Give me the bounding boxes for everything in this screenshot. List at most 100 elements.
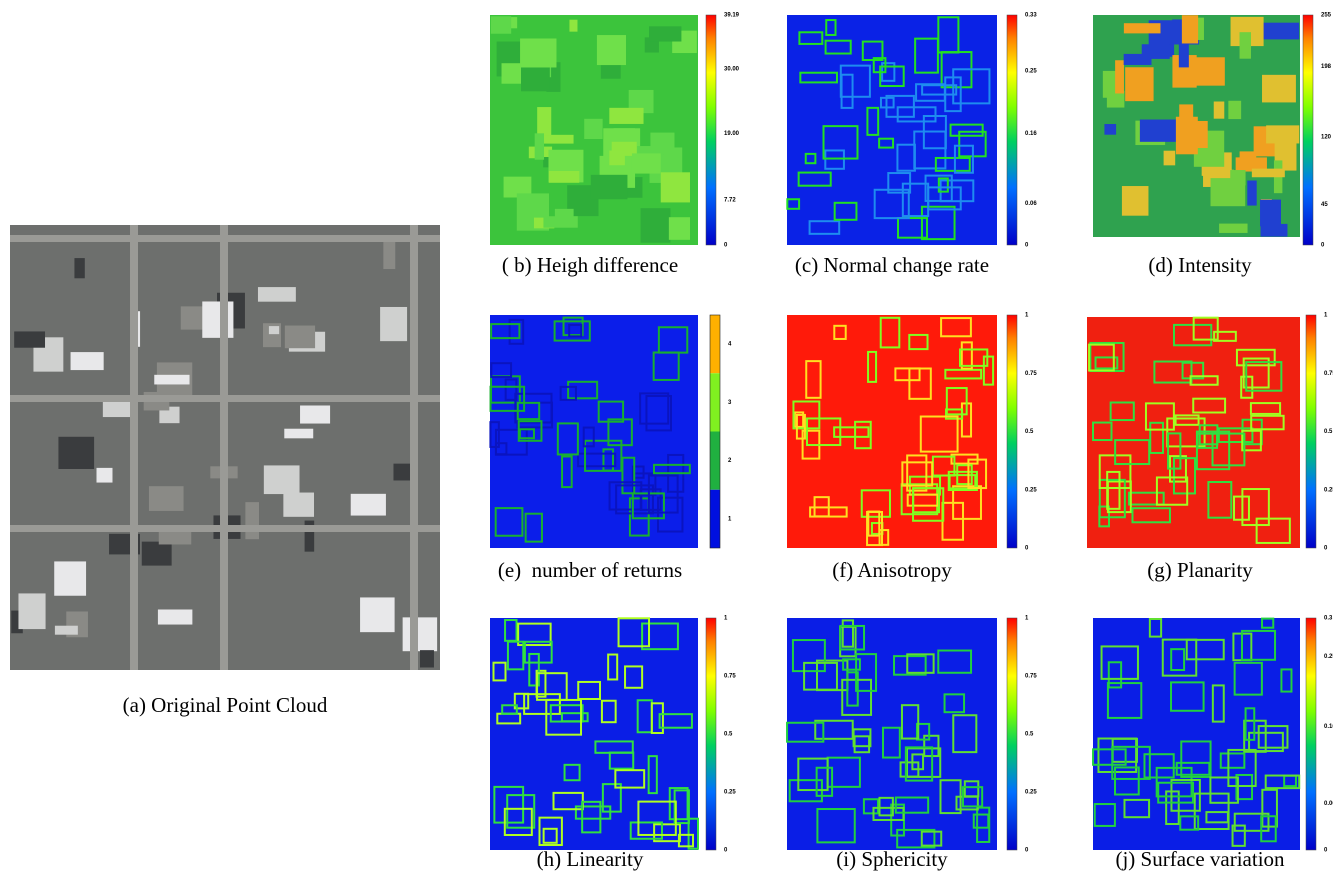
image-feature [283,493,314,517]
image-feature [1182,15,1198,43]
image-feature [1176,117,1198,155]
image-feature [1247,181,1256,206]
panel: (h) Linearity10.750.50.250 [490,616,736,871]
caption: (f) Anisotropy [832,558,952,582]
road [10,395,440,402]
image-feature [1228,101,1241,119]
image-feature [245,502,259,539]
image-feature [97,468,113,483]
image-feature [669,217,690,240]
colorbar-tick-label: 0.75 [1324,371,1333,377]
image-feature [1230,170,1245,185]
image-feature [601,65,621,79]
colorbar [1306,618,1316,850]
image-feature [1179,40,1189,67]
image-feature [18,593,45,629]
colorbar-tick-label: 4 [728,342,732,348]
image-feature [74,258,84,278]
colorbar-tick-label: 0.75 [1025,371,1037,377]
panel-image [787,15,997,245]
colorbar-tick-label: 1 [1324,313,1328,319]
caption: (h) Linearity [537,847,644,871]
image-feature [258,287,296,302]
colorbar-tick-label: 0.06 [1324,801,1333,807]
image-feature [1240,151,1257,171]
colorbar-tick-label: 0.3 [1324,616,1333,622]
colorbar-tick-label: 0 [1025,546,1029,552]
panel: (f) Anisotropy10.750.50.250 [787,313,1037,582]
colorbar-tick-label: 0.25 [1025,487,1037,493]
colorbar [706,15,716,245]
colorbar [1303,15,1313,245]
colorbar-tick-label: 0.33 [1025,13,1037,19]
road [10,235,440,242]
colorbar [1007,618,1017,850]
colorbar-tick-label: 0.75 [724,674,736,680]
colorbar-tick-label: 0.25 [1324,487,1333,493]
image-feature [649,26,681,41]
figure: (a) Original Point Cloud( b) Heigh diffe… [0,0,1333,879]
colorbar-tick-label: 0.25 [1324,654,1333,660]
colorbar-tick-label: 0 [1025,848,1029,854]
image-feature [543,216,577,227]
image-feature [264,465,300,494]
image-feature [537,107,551,135]
image-feature [360,597,395,632]
image-feature [181,306,206,329]
image-feature [1214,102,1225,119]
colorbar-tick-label: 0 [1324,546,1328,552]
image-feature [142,542,172,566]
colorbar-tick-label: 255 [1321,13,1332,19]
colorbar [1007,15,1017,245]
colorbar-tick-label: 0.25 [724,790,736,796]
image-feature [535,133,544,159]
colorbar-tick-label: 0.5 [1324,429,1333,435]
image-feature [300,405,330,423]
image-feature [1125,67,1153,101]
panel: (d) Intensity255198120450 [1093,13,1332,277]
image-feature [403,617,437,651]
panel: (g) Planarity 1 0.75 0.5 0.25 0 [1087,313,1333,582]
colorbar-tick-label: 120 [1321,134,1332,140]
colorbar-tick-label: 0 [724,243,728,249]
image-feature [491,16,511,33]
colorbar-tick-label: 0 [1025,243,1029,249]
image-feature [1104,124,1116,135]
image-feature [1219,224,1247,233]
image-feature [285,326,315,349]
image-feature [58,437,94,469]
caption: (i) Sphericity [836,847,948,871]
panel: (a) Original Point Cloud [10,225,440,717]
colorbar-tick-label: 39.19 [724,13,740,19]
image-feature [1262,75,1296,103]
image-feature [1115,60,1124,93]
image-feature [54,561,86,595]
colorbar-tick-label: 1 [724,616,728,622]
colorbar-band [710,315,720,373]
colorbar-tick-label: 0.16 [1324,724,1333,730]
image-feature [641,208,671,243]
road [130,225,138,670]
image-feature [609,151,625,166]
colorbar-tick-label: 19.00 [724,131,740,137]
image-feature [420,650,434,667]
colorbar [706,618,716,850]
caption: (c) Normal change rate [795,253,989,277]
image-feature [149,486,184,511]
colorbar-band [710,432,720,490]
colorbar-tick-label: 0 [1324,848,1328,854]
image-feature [549,171,580,183]
colorbar-tick-label: 0.25 [1025,790,1037,796]
colorbar-tick-label: 1 [1025,616,1029,622]
road [220,225,228,670]
image-feature [1122,186,1149,216]
caption: (j) Surface variation [1115,847,1285,871]
panel: ( b) Heigh difference39.1930.0019.007.72… [490,13,740,277]
caption: (g) Planarity [1147,558,1253,582]
panel: (j) Surface variation 0.3 0.25 0.16 0.06 0 [1093,616,1333,871]
caption: (d) Intensity [1148,253,1252,277]
image-feature [661,172,690,202]
colorbar [1007,315,1017,548]
